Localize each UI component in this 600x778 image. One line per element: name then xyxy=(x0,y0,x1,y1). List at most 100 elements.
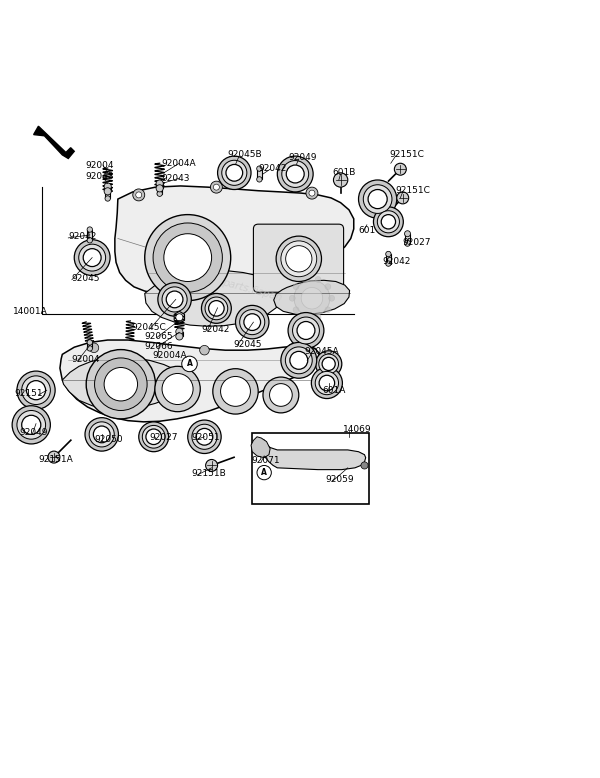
Circle shape xyxy=(188,420,221,454)
Circle shape xyxy=(176,328,183,335)
Circle shape xyxy=(104,367,137,401)
Circle shape xyxy=(334,173,348,187)
Text: 92042: 92042 xyxy=(258,163,287,173)
Circle shape xyxy=(297,321,315,339)
Polygon shape xyxy=(34,126,74,159)
Bar xyxy=(252,433,368,503)
Circle shape xyxy=(329,295,335,301)
Text: 14001A: 14001A xyxy=(13,307,48,316)
Circle shape xyxy=(142,426,165,448)
Circle shape xyxy=(377,211,400,233)
Circle shape xyxy=(306,187,318,199)
Circle shape xyxy=(156,184,163,192)
Circle shape xyxy=(87,345,92,351)
Polygon shape xyxy=(264,440,365,470)
Circle shape xyxy=(282,160,308,187)
Circle shape xyxy=(361,462,368,469)
Circle shape xyxy=(211,181,223,193)
Circle shape xyxy=(381,215,395,229)
Circle shape xyxy=(17,371,55,409)
Circle shape xyxy=(156,180,163,187)
Circle shape xyxy=(214,184,220,190)
Text: 92066: 92066 xyxy=(145,342,173,351)
Circle shape xyxy=(213,369,258,414)
Circle shape xyxy=(104,187,111,195)
Circle shape xyxy=(48,451,60,463)
Circle shape xyxy=(235,306,269,339)
Circle shape xyxy=(386,261,391,266)
Circle shape xyxy=(281,342,317,378)
Text: 601B: 601B xyxy=(333,168,356,177)
Bar xyxy=(87,342,92,349)
Text: 92027: 92027 xyxy=(149,433,178,443)
Circle shape xyxy=(386,251,391,257)
Polygon shape xyxy=(60,340,319,422)
Circle shape xyxy=(94,426,110,443)
Circle shape xyxy=(162,287,187,312)
Circle shape xyxy=(89,422,114,447)
Circle shape xyxy=(74,240,110,275)
Circle shape xyxy=(288,344,298,353)
Circle shape xyxy=(157,191,163,196)
Circle shape xyxy=(200,345,209,355)
Circle shape xyxy=(22,415,41,434)
Circle shape xyxy=(87,227,92,232)
Circle shape xyxy=(319,375,335,391)
Text: 92151: 92151 xyxy=(14,389,43,398)
Text: A: A xyxy=(187,359,193,369)
Circle shape xyxy=(286,347,312,373)
Circle shape xyxy=(404,240,410,247)
Text: 92004: 92004 xyxy=(85,160,113,170)
Circle shape xyxy=(303,276,309,282)
Circle shape xyxy=(397,192,409,204)
Text: 92004A: 92004A xyxy=(161,159,196,168)
Circle shape xyxy=(104,183,111,190)
Text: 92045: 92045 xyxy=(233,340,262,349)
Circle shape xyxy=(277,156,313,192)
Bar xyxy=(386,254,391,264)
Circle shape xyxy=(289,295,295,301)
Circle shape xyxy=(85,418,118,451)
Circle shape xyxy=(133,189,145,201)
Circle shape xyxy=(269,384,292,406)
Circle shape xyxy=(394,163,406,175)
Circle shape xyxy=(79,244,106,271)
Circle shape xyxy=(22,376,50,405)
Circle shape xyxy=(12,405,50,444)
Circle shape xyxy=(222,160,247,185)
Circle shape xyxy=(263,377,299,413)
Circle shape xyxy=(368,190,387,209)
Text: 92049: 92049 xyxy=(288,152,317,162)
Circle shape xyxy=(205,297,228,320)
Circle shape xyxy=(105,188,110,194)
Text: 92151B: 92151B xyxy=(191,469,226,478)
Text: 92004: 92004 xyxy=(72,355,100,363)
Text: 601A: 601A xyxy=(323,386,346,394)
Bar xyxy=(157,187,163,194)
Text: parts.fispan: parts.fispan xyxy=(221,278,283,303)
Bar xyxy=(176,331,183,336)
Circle shape xyxy=(202,293,232,324)
Text: 92049: 92049 xyxy=(19,427,48,436)
Circle shape xyxy=(286,246,312,272)
Circle shape xyxy=(239,310,265,335)
Circle shape xyxy=(288,313,324,349)
Circle shape xyxy=(373,207,403,237)
Circle shape xyxy=(301,288,323,309)
Circle shape xyxy=(319,354,338,373)
Circle shape xyxy=(322,357,335,370)
Polygon shape xyxy=(62,357,185,409)
Text: 92042: 92042 xyxy=(202,324,230,334)
Text: 92051: 92051 xyxy=(191,433,220,443)
Text: 92045C: 92045C xyxy=(131,323,166,332)
Bar xyxy=(257,169,262,180)
Text: 14069: 14069 xyxy=(343,425,371,434)
Text: 92050: 92050 xyxy=(94,435,122,444)
Circle shape xyxy=(359,180,397,218)
Text: 92065: 92065 xyxy=(145,332,173,341)
Circle shape xyxy=(316,351,342,377)
Circle shape xyxy=(281,241,317,277)
Polygon shape xyxy=(174,311,185,324)
Circle shape xyxy=(303,314,309,320)
Circle shape xyxy=(257,166,262,171)
